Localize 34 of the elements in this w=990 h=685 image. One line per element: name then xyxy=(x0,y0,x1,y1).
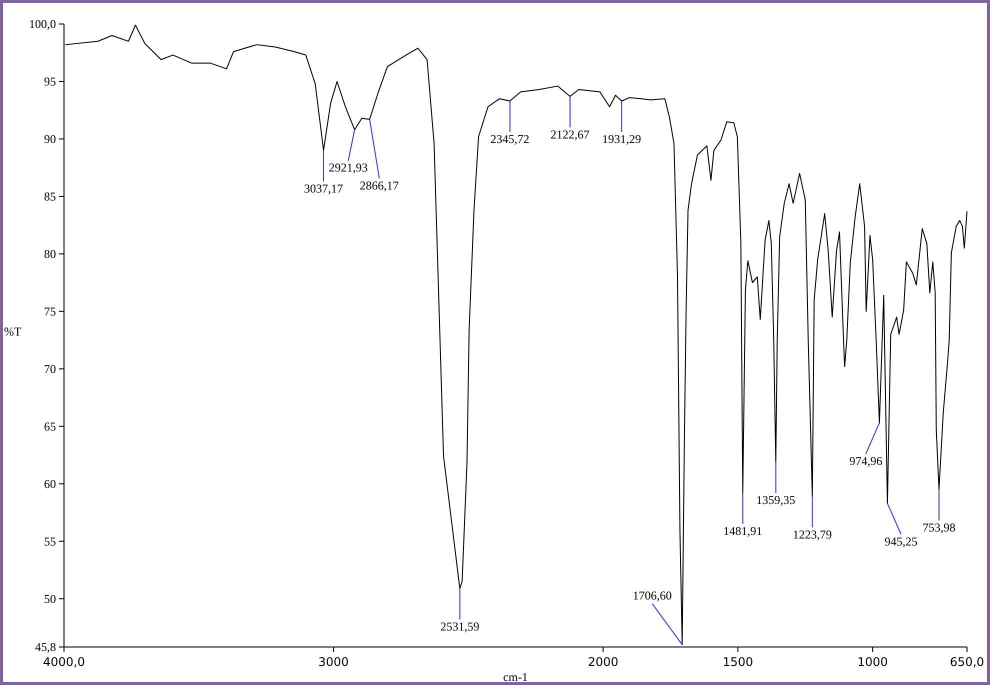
annotation: 1481,91 xyxy=(723,524,762,538)
annotation: 2866,17 xyxy=(360,178,399,192)
y-tick-label: 75 xyxy=(44,304,56,319)
annotation: 2345,72 xyxy=(490,132,530,146)
x-tick-label: 1000 xyxy=(857,655,888,669)
y-tick-label: 65 xyxy=(44,420,56,434)
x-tick-label: 2000 xyxy=(588,655,618,669)
y-axis-title: %T xyxy=(4,324,22,338)
y-tick-label: 95 xyxy=(44,74,56,89)
annotation: 974,96 xyxy=(849,454,882,468)
annotation: 2921,93 xyxy=(328,160,368,175)
y-tick-label: 85 xyxy=(44,190,56,204)
y-tick-label: 45,8 xyxy=(35,640,56,654)
x-tick-label: 3000 xyxy=(318,655,349,669)
y-tick-label: 60 xyxy=(44,476,56,491)
x-tick-label: 650,0 xyxy=(950,655,984,669)
y-tick-label: 100,0 xyxy=(29,17,56,32)
annotation: 753,98 xyxy=(922,520,956,535)
y-tick-label: 90 xyxy=(44,132,56,146)
annotation: 2531,59 xyxy=(440,619,480,634)
annotation: 945,25 xyxy=(884,534,918,548)
annotation: 2122,67 xyxy=(550,127,590,142)
y-tick-label: 70 xyxy=(44,362,56,376)
annotation: 1359,35 xyxy=(756,492,796,507)
y-tick-label: 50 xyxy=(44,592,56,606)
x-axis-title: cm-1 xyxy=(503,670,528,684)
x-tick-label: 4000,0 xyxy=(43,655,85,669)
annotation: 1931,29 xyxy=(602,132,642,146)
annotation: 3037,17 xyxy=(304,181,344,196)
annotation: 1223,79 xyxy=(792,527,832,542)
y-tick-label: 55 xyxy=(44,534,56,548)
y-tick-label: 80 xyxy=(44,247,56,262)
annotation: 1706,60 xyxy=(632,588,672,603)
x-tick-label: 1500 xyxy=(722,655,754,669)
